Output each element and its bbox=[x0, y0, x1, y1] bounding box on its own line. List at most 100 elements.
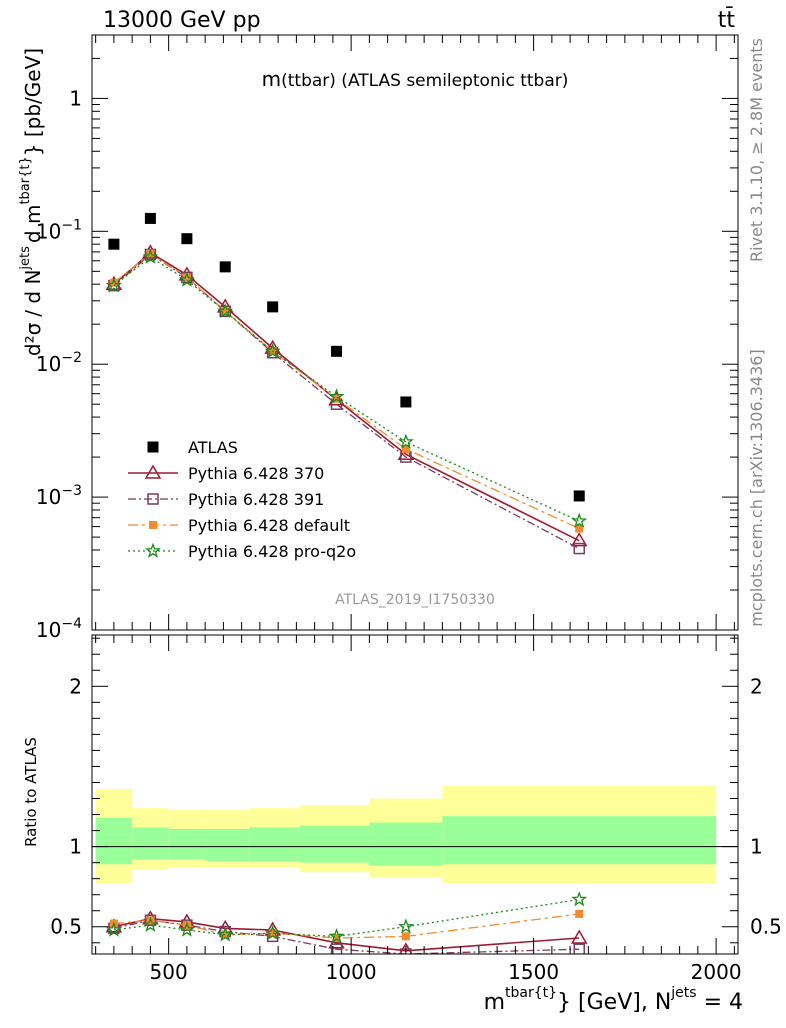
main-axis-ticks bbox=[92, 34, 738, 631]
x-axis-label: mtbar{t}} [GeV], Njets = 4 bbox=[484, 985, 743, 1015]
ratio-y-tick-label: 2 bbox=[69, 674, 82, 698]
ratio-axis-ticks bbox=[92, 635, 738, 954]
data-point bbox=[267, 301, 279, 313]
legend-entry-pythia-6-428-pro-q2o: Pythia 6.428 pro-q2o bbox=[128, 542, 356, 561]
ratio-y-axis-label: Ratio to ATLAS bbox=[22, 737, 40, 847]
main-y-tick-label: 10−4 bbox=[36, 616, 82, 642]
ylabel-slash-dn: / d N bbox=[21, 270, 45, 317]
legend: ATLAS Pythia 6.428 370 Pythia 6.428 391 Pyt… bbox=[128, 438, 356, 561]
series-pythia-6-428-pro-q2o bbox=[105, 248, 588, 528]
ylabel-tbar-sup: tbar{t} bbox=[18, 156, 33, 204]
data-point bbox=[178, 271, 195, 287]
data-point bbox=[397, 445, 415, 461]
legend-entry-pythia-6-428-370: Pythia 6.428 370 bbox=[128, 464, 324, 483]
energy-label: 13000 GeV pp bbox=[103, 8, 261, 33]
ratio-point bbox=[105, 921, 122, 937]
series-pythia-6-428-default bbox=[109, 249, 584, 533]
tick-base: 10 bbox=[36, 485, 61, 509]
tick-exponent: −1 bbox=[61, 217, 82, 233]
ratio-point bbox=[221, 930, 230, 939]
band-inner bbox=[248, 827, 301, 862]
tick-base: 10 bbox=[36, 618, 61, 642]
legend-marker bbox=[144, 464, 162, 479]
ratio-line bbox=[113, 913, 580, 939]
ratio-line bbox=[113, 917, 580, 952]
x-tick-label: 1000 bbox=[326, 960, 377, 984]
legend-label: Pythia 6.428 default bbox=[188, 516, 350, 535]
data-point bbox=[219, 261, 231, 273]
ratio-y-tick-label-right: 0.5 bbox=[750, 915, 782, 939]
legend-entry-pythia-6-428-391: Pythia 6.428 391 bbox=[128, 490, 324, 509]
ratio-point bbox=[573, 943, 585, 954]
data-point bbox=[331, 345, 343, 357]
data-point bbox=[571, 512, 588, 528]
main-panel: 110−110−210−310−4 m(ttbar) (ATLAS semile… bbox=[18, 34, 739, 642]
data-point bbox=[575, 524, 584, 533]
data-point bbox=[400, 396, 412, 408]
ratio-point bbox=[330, 943, 343, 954]
xlabel-m: m bbox=[484, 990, 505, 1015]
ratio-point bbox=[570, 929, 588, 944]
data-point bbox=[573, 542, 585, 555]
legend-entry-atlas: ATLAS bbox=[147, 438, 238, 457]
legend-marker bbox=[145, 542, 161, 558]
band-inner bbox=[95, 817, 133, 865]
main-y-tick-labels: 110−110−210−310−4 bbox=[36, 86, 82, 642]
series-line bbox=[113, 256, 580, 522]
tick-exponent: −3 bbox=[61, 483, 82, 499]
main-plot-frame bbox=[91, 34, 739, 631]
ratio-y-tick-label: 0.5 bbox=[50, 915, 82, 939]
ylabel-dm: d m bbox=[21, 205, 45, 244]
legend-marker bbox=[147, 493, 159, 505]
tick-exponent: −2 bbox=[61, 350, 82, 366]
main-plot-title: m(ttbar) (ATLAS semileptonic ttbar) bbox=[262, 67, 569, 91]
data-point bbox=[221, 307, 230, 316]
ylabel-d2sigma: d²σ bbox=[21, 322, 45, 356]
series-atlas bbox=[108, 212, 585, 502]
ratio-point bbox=[268, 929, 277, 938]
series-line bbox=[113, 252, 580, 530]
band-inner bbox=[300, 825, 370, 863]
ratio-point bbox=[217, 926, 234, 942]
ratio-y-tick-label-right: 2 bbox=[750, 674, 763, 698]
data-point bbox=[397, 433, 414, 449]
legend-label: Pythia 6.428 391 bbox=[188, 490, 324, 509]
data-point bbox=[109, 278, 118, 287]
legend-label: Pythia 6.428 370 bbox=[188, 464, 324, 483]
band-inner bbox=[369, 822, 443, 866]
data-point bbox=[142, 248, 159, 264]
xlabel-sup: tbar{t} bbox=[505, 985, 557, 1001]
ratio-point bbox=[181, 919, 193, 931]
ratio-point bbox=[401, 932, 410, 941]
data-point bbox=[328, 388, 345, 404]
ratio-line bbox=[113, 898, 580, 938]
title-sub: (ttbar) (ATLAS semileptonic ttbar) bbox=[281, 71, 568, 91]
main-series-layer bbox=[105, 212, 588, 555]
ratio-tick-labels: 0.5 0.5 1 1 2 2 500 1000 1500 2000 bbox=[50, 674, 782, 984]
ratio-series-pythia-6-428-370 bbox=[105, 910, 588, 954]
tick-base: 10 bbox=[36, 352, 61, 376]
data-point bbox=[144, 212, 156, 224]
series-pythia-6-428-370 bbox=[105, 244, 588, 547]
ratio-series-pythia-6-428-pro-q2o bbox=[105, 891, 588, 944]
data-point bbox=[181, 233, 193, 245]
analysis-label: ATLAS_2019_I1750330 bbox=[335, 592, 495, 608]
process-label: tt̄ bbox=[718, 7, 736, 33]
data-point bbox=[182, 273, 191, 282]
ratio-uncertainty-bands bbox=[95, 785, 717, 884]
legend-marker bbox=[147, 441, 159, 453]
tick-base: 1 bbox=[69, 86, 82, 110]
band-inner bbox=[132, 827, 169, 860]
ratio-point bbox=[571, 891, 588, 907]
main-y-axis-label: d²σ / d Njets d mtbar{t}} [pb/GeV] bbox=[18, 48, 45, 356]
legend-label: ATLAS bbox=[188, 438, 238, 457]
ratio-point bbox=[332, 933, 341, 942]
mcplots-label: mcplots.cern.ch [arXiv:1306.3436] bbox=[747, 349, 766, 626]
xlabel-eq: = 4 bbox=[697, 990, 743, 1015]
ratio-point bbox=[397, 918, 414, 934]
data-point bbox=[264, 342, 281, 359]
band-inner bbox=[168, 828, 206, 860]
data-point bbox=[146, 249, 155, 258]
ratio-point bbox=[178, 921, 195, 937]
